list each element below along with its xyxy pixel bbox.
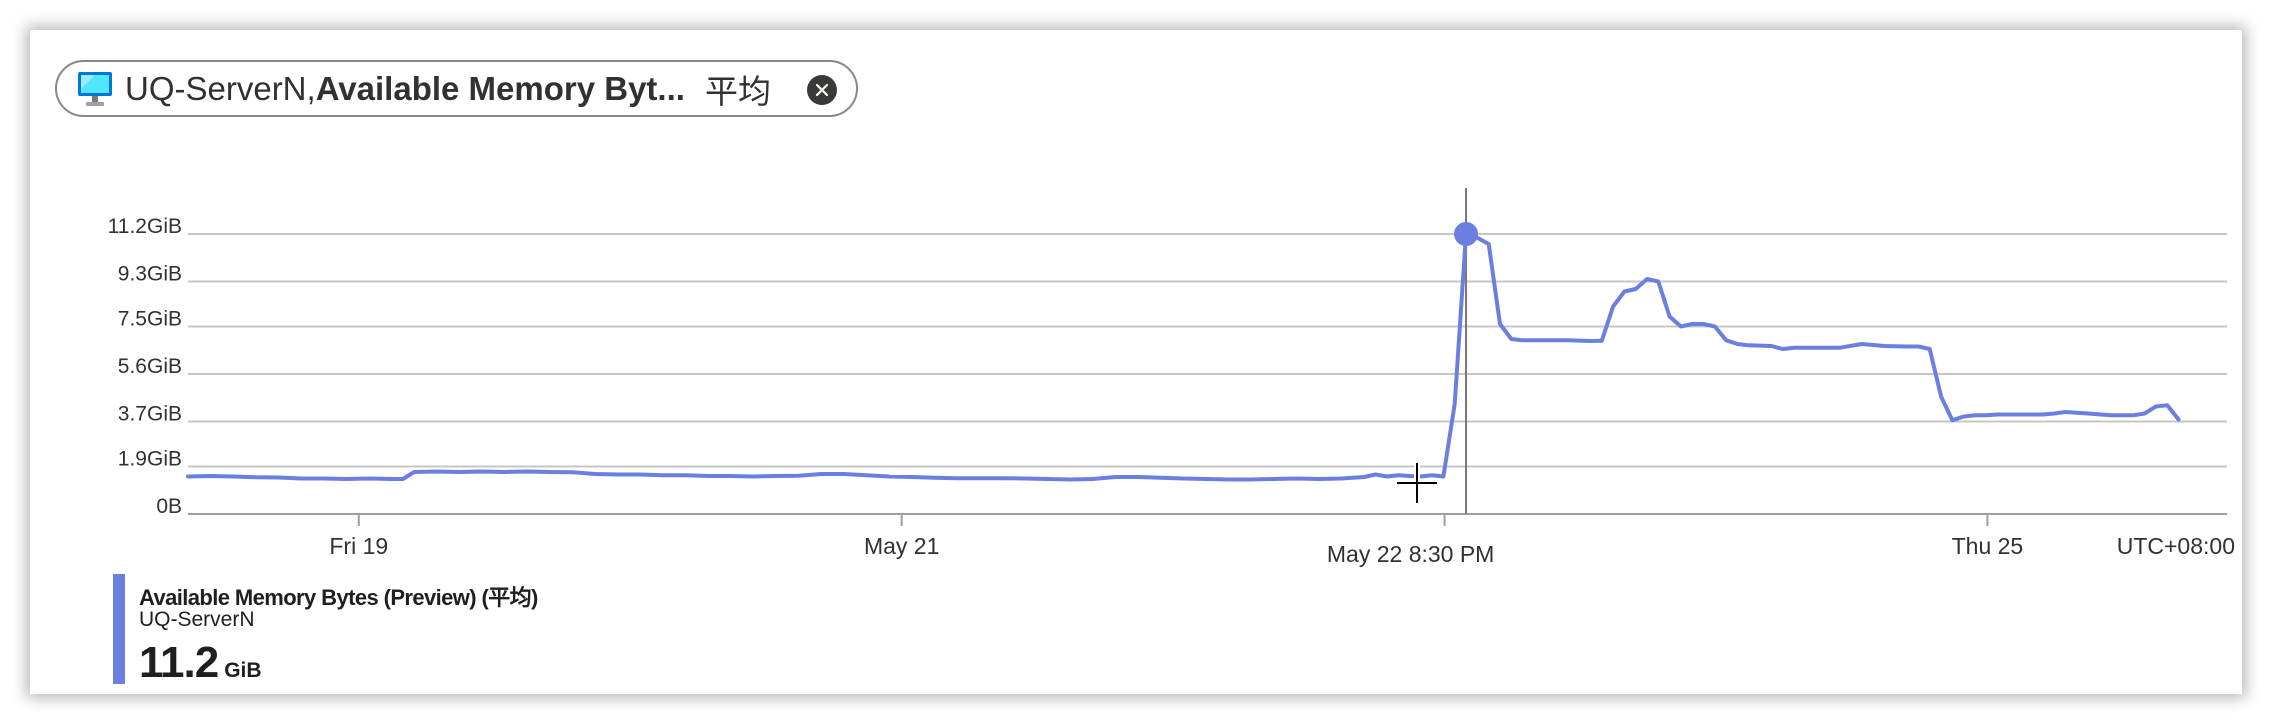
y-tick-label: 5.6GiB [118,355,182,378]
timezone-label: UTC+08:00 [2117,533,2235,559]
legend-resource-name: UQ-ServerN [139,608,255,631]
pill-resource-name: UQ-ServerN, [125,69,316,107]
x-tick-label: Fri 19 [329,533,388,559]
chart-panel [30,30,2242,694]
x-tick-label: May 21 [864,533,939,559]
crosshair-icon [1397,463,1437,503]
legend-value-unit: GiB [224,659,262,682]
hover-point [1454,222,1479,246]
pill-metric-name: Available Memory Byt... [315,69,685,107]
y-tick-label: 1.9GiB [118,448,182,471]
y-tick-label: 11.2GiB [108,215,182,238]
y-tick-label: 9.3GiB [118,263,182,286]
x-tick-label: May 22 8:30 PM [1327,541,1494,567]
y-axis-labels: 11.2GiB 9.3GiB 7.5GiB 5.6GiB 3.7GiB 1.9GiB 0B [108,215,182,518]
legend-value: 11.2 GiB [139,638,262,688]
y-tick-label: 7.5GiB [118,308,182,331]
virtual-machine-icon [78,71,112,106]
close-circle-icon[interactable] [807,75,837,105]
y-tick-label: 0B [156,495,182,518]
legend-metric-title: Available Memory Bytes (Preview) (平均) [139,585,538,610]
legend-color-swatch [113,574,125,684]
legend-value-number: 11.2 [139,638,219,687]
x-tick-label: Thu 25 [1952,533,2024,559]
x-axis-labels: Fri 19 May 21 May 22 8:30 PM Thu 25 UTC+08:0… [329,514,2235,567]
y-tick-label: 3.7GiB [118,403,182,426]
metric-pill[interactable]: UQ-ServerN, Available Memory Byt... 平均 [55,60,858,117]
series-line [186,232,2181,482]
gridlines [188,233,2227,515]
pill-aggregation: 平均 [704,71,771,111]
chart-legend[interactable]: Available Memory Bytes (Preview) (平均) UQ… [113,574,713,687]
series-layer [186,222,2181,482]
